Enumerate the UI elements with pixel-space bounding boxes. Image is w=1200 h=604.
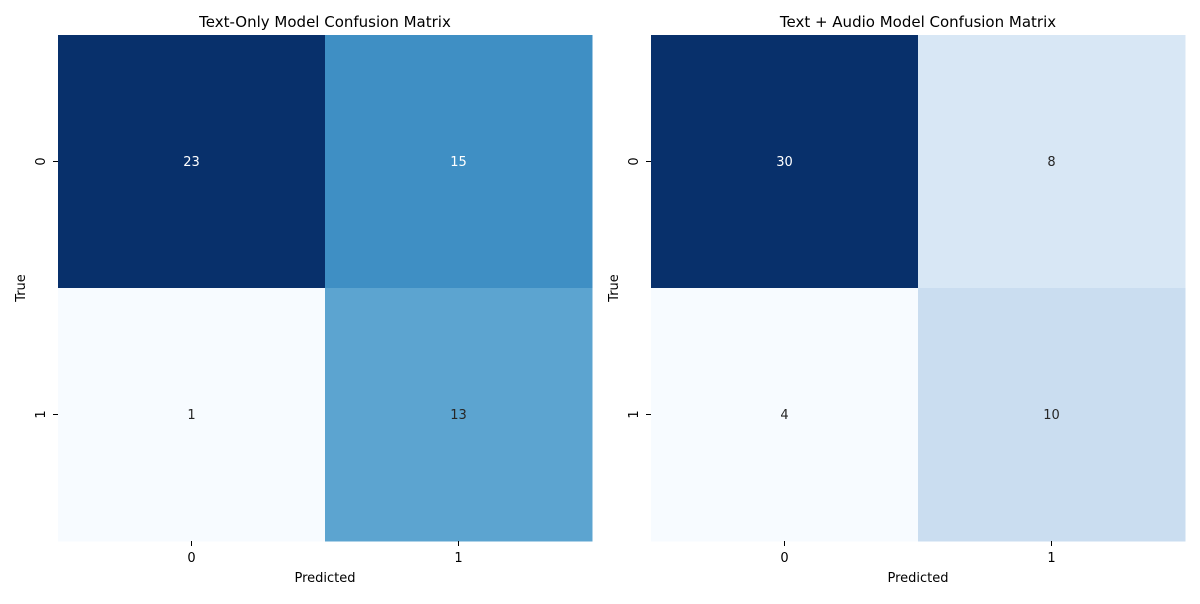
x-tick-label: 0 — [780, 551, 788, 566]
heatmap-cell — [918, 288, 1186, 542]
heatmap-cells — [651, 35, 1186, 542]
heatmap-cell — [651, 35, 919, 289]
cell-value-label: 23 — [183, 155, 200, 170]
x-tick-label: 1 — [1047, 551, 1055, 566]
cell-value-label: 13 — [450, 408, 467, 423]
heatmap-cell — [651, 288, 919, 542]
y-axis-label: True — [14, 274, 29, 303]
x-axis-label: Predicted — [887, 571, 948, 586]
cell-value-label: 4 — [780, 408, 788, 423]
heatmap-cell — [58, 288, 326, 542]
cell-value-label: 30 — [776, 155, 793, 170]
x-axis-label: Predicted — [294, 571, 355, 586]
heatmap-cell — [325, 288, 593, 542]
heatmap-cell — [58, 35, 326, 289]
chart-title: Text-Only Model Confusion Matrix — [198, 13, 451, 31]
x-tick-label: 0 — [187, 551, 195, 566]
cell-value-label: 1 — [187, 408, 195, 423]
cell-value-label: 8 — [1047, 155, 1055, 170]
chart-title: Text + Audio Model Confusion Matrix — [779, 13, 1056, 31]
y-tick-label: 1 — [627, 410, 642, 418]
cell-value-label: 15 — [450, 155, 467, 170]
panel-text-only: Text-Only Model Confusion Matrix Predict… — [14, 13, 593, 586]
heatmap-cell — [918, 35, 1186, 289]
x-tick-label: 1 — [454, 551, 462, 566]
y-tick-label: 0 — [627, 157, 642, 165]
y-axis-label: True — [607, 274, 622, 303]
heatmap-cells — [58, 35, 593, 542]
y-tick-label: 0 — [34, 157, 49, 165]
panel-text-audio: Text + Audio Model Confusion Matrix Pred… — [607, 13, 1186, 586]
heatmap-cell — [325, 35, 593, 289]
y-tick-label: 1 — [34, 410, 49, 418]
cell-value-label: 10 — [1043, 408, 1060, 423]
